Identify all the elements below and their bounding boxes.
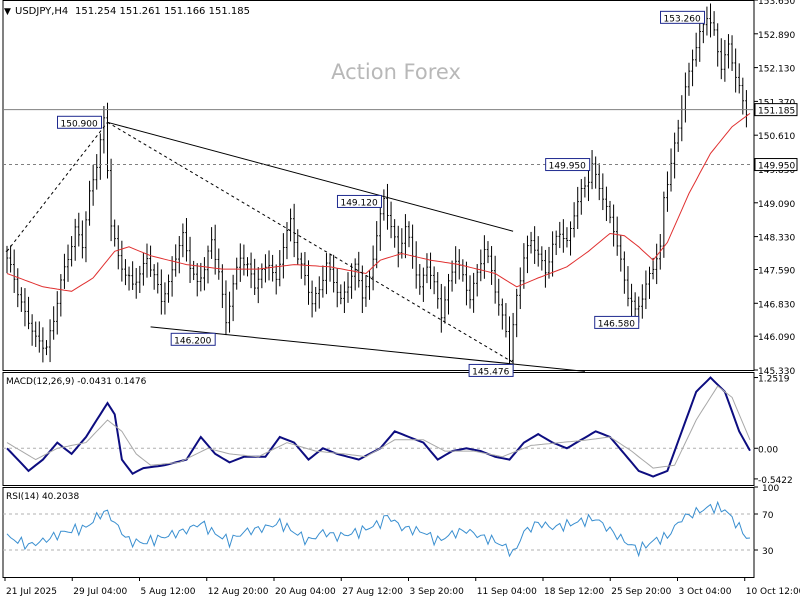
y-tick-label: 152.130 — [758, 65, 795, 75]
macd-signal-line — [6, 385, 751, 469]
price-label: 149.120 — [340, 198, 377, 208]
price-label-box — [57, 115, 103, 129]
grid — [2, 0, 755, 578]
trendline — [107, 121, 514, 363]
price-label: 146.580 — [598, 319, 635, 329]
rsi-title: RSI(14) 40.2038 — [6, 492, 79, 502]
x-tick-label: 11 Sep 04:00 — [477, 587, 537, 597]
rsi-y-tick-label: 100 — [762, 484, 779, 494]
rsi-line — [6, 500, 751, 558]
x-tick-label: 18 Sep 12:00 — [544, 587, 604, 597]
ohlc-values: 151.254 151.261 151.166 151.185 — [75, 6, 250, 17]
x-tick-label: 5 Aug 12:00 — [140, 587, 195, 597]
y-tick-label: 146.090 — [758, 333, 795, 343]
price-panel: 150.900 149.120 146.200 145.476 149.950 146.5… — [3, 3, 754, 377]
x-tick-label: 21 Jul 2025 — [6, 587, 57, 597]
price-label-box — [545, 158, 591, 172]
macd-panel: MACD(12,26,9) -0.0431 0.1476 — [3, 376, 754, 478]
x-tick-label: 20 Aug 04:00 — [275, 587, 336, 597]
rsi-y-tick-label: 70 — [762, 511, 774, 521]
watermark: Action Forex — [331, 60, 461, 84]
trendline — [150, 326, 585, 372]
panel-frame — [2, 372, 755, 486]
panel-frame — [2, 487, 755, 578]
rsi-panel: RSI(14) 40.2038 — [3, 492, 754, 558]
price-label-box — [660, 10, 706, 24]
x-tick-label: 3 Sep 20:00 — [409, 587, 464, 597]
macd-title: MACD(12,26,9) -0.0431 0.1476 — [6, 377, 147, 387]
price-label-box — [170, 332, 216, 346]
rsi-y-tick-label: 30 — [762, 547, 774, 557]
macd-y-tick-label: -0.5422 — [758, 476, 793, 486]
hline-tag-label: 151.185 — [758, 107, 795, 117]
price-label: 146.200 — [174, 336, 211, 346]
macd-y-tick-label: 0.00 — [758, 445, 778, 455]
hline-tag — [754, 158, 798, 172]
panel-frame — [2, 0, 755, 371]
trendline — [6, 121, 108, 252]
price-label: 149.950 — [549, 162, 586, 172]
hline-tag-label: 149.950 — [758, 162, 795, 172]
price-label: 150.900 — [61, 119, 98, 129]
y-tick-label: 150.610 — [758, 132, 795, 142]
price-label: 153.260 — [664, 14, 701, 24]
price-label-box — [336, 194, 382, 208]
y-tick-label: 149.090 — [758, 200, 795, 210]
moving-average-line — [6, 113, 751, 292]
macd-main-line — [6, 376, 751, 478]
x-tick-label: 25 Sep 20:00 — [611, 587, 671, 597]
y-tick-label: 147.590 — [758, 266, 795, 276]
price-label-box — [594, 315, 640, 329]
y-tick-label: 153.650 — [758, 0, 795, 7]
x-tick-label: 29 Jul 04:00 — [73, 587, 127, 597]
x-tick-label: 3 Oct 04:00 — [678, 587, 731, 597]
price-label: 145.476 — [472, 367, 509, 377]
chart-header: ▼ USDJPY,H4 151.254 151.261 151.166 151.… — [4, 6, 250, 17]
y-tick-label: 146.830 — [758, 300, 795, 310]
axes: 153.650152.890152.130151.370150.610149.8… — [4, 0, 800, 597]
y-tick-label: 152.890 — [758, 31, 795, 41]
x-tick-label: 12 Aug 20:00 — [208, 587, 269, 597]
price-label-box — [468, 363, 514, 377]
y-tick-label: 148.330 — [758, 234, 795, 244]
macd-y-tick-label: 1.2519 — [758, 375, 790, 385]
x-tick-label: 27 Aug 12:00 — [342, 587, 403, 597]
triangle-icon[interactable]: ▼ — [4, 7, 11, 17]
symbol-label: USDJPY,H4 — [15, 6, 68, 17]
hline-tag — [754, 103, 798, 117]
x-tick-label: 10 Oct 12:00 — [746, 587, 800, 597]
trendline — [107, 121, 514, 232]
y-tick-label: 145.330 — [758, 367, 795, 377]
